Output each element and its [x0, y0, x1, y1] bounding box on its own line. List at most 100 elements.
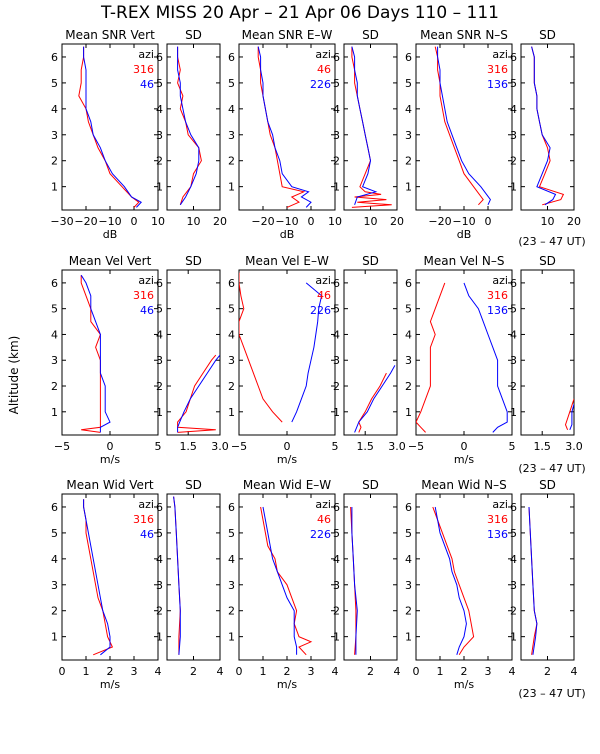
series-group [177, 46, 202, 206]
x-tick-label: 0 [59, 665, 66, 678]
x-tick-label: −20 [428, 215, 451, 228]
y-tick-label: 6 [333, 51, 340, 64]
x-tick-label: 10 [364, 215, 378, 228]
legend-entry: 46 [317, 513, 331, 526]
y-tick-label: 1 [228, 631, 235, 644]
y-tick-label: 2 [510, 605, 517, 618]
figure-title: T-REX MISS 20 Apr – 21 Apr 06 Days 110 –… [100, 3, 499, 23]
x-tick-label: 3 [308, 665, 315, 678]
y-tick-label: 2 [510, 155, 517, 168]
x-tick-label: 3 [485, 665, 492, 678]
legend-entry: 136 [487, 78, 508, 91]
x-axis-label: dB [103, 228, 118, 241]
x-tick-label: −10 [275, 215, 298, 228]
y-tick-label: 5 [333, 77, 340, 90]
y-tick-label: 5 [228, 527, 235, 540]
x-tick-label: 3 [131, 665, 138, 678]
series-316-line [173, 496, 181, 655]
x-tick-label: 2 [107, 665, 114, 678]
panel-title: Mean Wid E–W [243, 478, 331, 492]
plot-frame [520, 269, 575, 436]
series-46-line [80, 274, 111, 433]
y-tick-label: 2 [405, 155, 412, 168]
x-tick-label: 0 [284, 440, 291, 453]
y-tick-label: 5 [510, 527, 517, 540]
legend-entry: 316 [487, 513, 508, 526]
x-tick-label: −5 [231, 440, 247, 453]
legend-entry: 316 [133, 289, 154, 302]
legend-entry: 316 [133, 513, 154, 526]
x-axis-label: m/s [277, 453, 297, 466]
y-tick-label: 4 [405, 103, 412, 116]
x-tick-label: 0 [485, 215, 492, 228]
y-tick-label: 6 [228, 501, 235, 514]
series-group [257, 46, 312, 208]
y-tick-label: 1 [333, 406, 340, 419]
panel-10: SD 1 2 3 4 5 6 1.5 3.0 [333, 254, 406, 453]
plot-frame [166, 493, 221, 661]
legend-entry: 226 [310, 528, 331, 541]
series-316-line [432, 506, 475, 656]
panel-title: SD [185, 254, 202, 268]
y-tick-label: 1 [405, 181, 412, 194]
series-group [564, 398, 574, 430]
x-tick-label: 4 [509, 665, 516, 678]
panel-title: Mean SNR Vert [65, 28, 155, 42]
series-136-line [531, 46, 557, 206]
x-axis-label: m/s [277, 678, 297, 691]
panel-title: SD [362, 478, 379, 492]
y-tick-label: 6 [228, 277, 235, 290]
y-tick-label: 3 [51, 354, 58, 367]
legend-entry: 316 [133, 63, 154, 76]
x-tick-label: 4 [155, 665, 162, 678]
x-tick-label: 4 [394, 665, 401, 678]
y-tick-label: 3 [156, 579, 163, 592]
series-316-line [434, 46, 484, 206]
series-136-line [528, 506, 538, 655]
y-tick-label: 5 [156, 303, 163, 316]
x-tick-label: −10 [98, 215, 121, 228]
legend-header: azi [138, 274, 154, 287]
y-tick-label: 6 [510, 501, 517, 514]
y-tick-label: 3 [333, 354, 340, 367]
y-tick-label: 1 [333, 631, 340, 644]
x-tick-label: 0 [236, 665, 243, 678]
x-axis-label: dB [457, 228, 472, 241]
y-tick-label: 5 [51, 303, 58, 316]
y-tick-label: 5 [510, 303, 517, 316]
y-tick-label: 6 [333, 277, 340, 290]
x-tick-label: 0 [131, 215, 138, 228]
series-group [351, 46, 392, 208]
y-axis-label: Altitude (km) [7, 336, 21, 415]
y-tick-label: 5 [405, 303, 412, 316]
x-tick-label: 1 [260, 665, 267, 678]
y-tick-label: 3 [228, 354, 235, 367]
legend-header: azi [315, 274, 331, 287]
legend-entry: 46 [140, 78, 154, 91]
y-tick-label: 1 [51, 631, 58, 644]
series-226-line [262, 506, 298, 655]
series-226-line [257, 46, 312, 208]
y-tick-label: 1 [510, 631, 517, 644]
y-tick-label: 4 [228, 553, 235, 566]
y-tick-label: 3 [510, 579, 517, 592]
y-tick-label: 1 [405, 631, 412, 644]
y-tick-label: 4 [405, 328, 412, 341]
y-tick-label: 4 [51, 328, 58, 341]
x-tick-label: 0 [461, 440, 468, 453]
y-tick-label: 5 [228, 303, 235, 316]
series-group [80, 274, 111, 433]
series-46-line [239, 272, 283, 423]
x-tick-label: −30 [50, 215, 73, 228]
legend-entry: 226 [310, 78, 331, 91]
y-tick-label: 4 [510, 553, 517, 566]
y-tick-label: 6 [228, 51, 235, 64]
panel-title: SD [539, 478, 556, 492]
series-46-line [177, 354, 220, 433]
plot-frame [343, 43, 398, 211]
panel-title: SD [185, 28, 202, 42]
panel-title: SD [185, 478, 202, 492]
